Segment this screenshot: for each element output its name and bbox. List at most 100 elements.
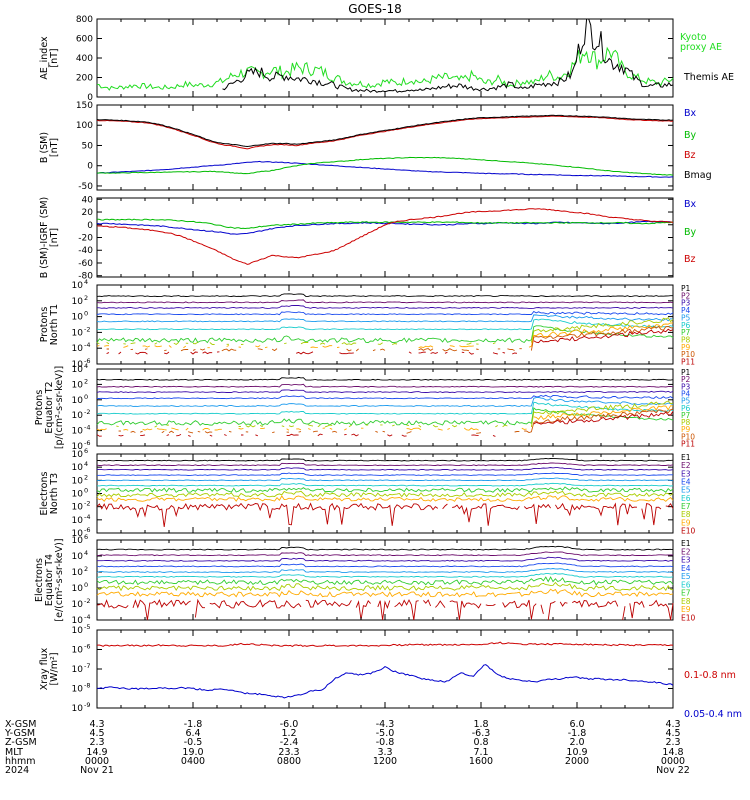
y-axis-label: Protons [39,307,50,343]
legend-entry: By [684,227,697,238]
channel-line [96,598,674,621]
y-tick-label: 10 [72,490,84,500]
channel-line [96,462,674,467]
y-tick-exponent: 0 [84,581,88,589]
channel-legend: P10 [681,432,695,441]
y-tick-label: 10 [72,297,84,307]
series-line [96,160,674,178]
channel-legend: P9 [681,425,691,434]
channel-line [96,588,674,598]
channel-legend: E4 [681,478,691,487]
ephemeris-value: 2000 [565,756,589,767]
y-tick-label: 50 [82,141,94,151]
y-tick-label: 10 [72,503,84,513]
legend-entry: Bx [684,199,697,210]
channel-line [96,568,674,573]
channel-legend: P1 [681,284,691,293]
channel-line [96,502,674,528]
y-tick-label: 10 [72,552,84,562]
channel-legend: E5 [681,572,691,581]
channel-line [96,401,674,415]
y-tick-label: 10 [72,442,84,452]
ephemeris-value: -6.3 [472,728,491,739]
channel-line [96,576,674,586]
channel-line [96,551,673,557]
ephemeris-value: 14.9 [86,747,107,758]
channel-legend: P2 [681,375,691,384]
series-line [96,664,674,699]
channel-legend: E2 [681,461,691,470]
ephemeris-value: 1200 [373,756,397,767]
panel-frame [96,629,674,709]
y-tick-label: 400 [76,54,93,64]
ephemeris-value: 0000 [661,756,685,767]
channel-legend: E2 [681,547,691,556]
y-tick-label: 10 [72,704,84,714]
ephemeris-value: 23.3 [278,747,299,758]
channel-legend: E3 [681,556,691,565]
y-axis-label: B (SM)-IGRF (SM) [39,197,50,279]
ephemeris-row-label: Z-GSM [5,737,37,748]
ephemeris-value: 4.3 [89,719,104,730]
channel-legend: P4 [681,306,691,315]
ephemeris-value: -1.8 [568,728,587,739]
y-axis-label: [p/(cm²-s-sr-keV)] [54,366,65,449]
y-axis-label: Protons [34,390,45,426]
channel-legend: E7 [681,502,691,511]
legend-kyoto: Kyoto [680,32,707,43]
channel-legend: P7 [681,411,691,420]
channel-line [96,472,673,476]
ephemeris-value: 2.0 [569,737,584,748]
plot-title: GOES-18 [348,2,402,16]
y-tick-exponent: -6 [84,439,90,447]
channel-line [96,477,674,482]
ephemeris-row-label: 2024 [5,765,29,776]
channel-legend: E5 [681,486,691,495]
channel-line [96,486,674,493]
channel-line [96,389,674,393]
channel-legend: P5 [681,313,691,322]
channel-line [96,310,674,316]
ephemeris-value: 0800 [277,756,301,767]
ephemeris-row-label: MLT [5,747,23,758]
ephemeris-value: 7.1 [473,747,488,758]
channel-line [96,299,674,304]
y-axis-label: AE_index [39,36,50,80]
y-tick-label: 10 [72,360,84,370]
ephemeris-value: -6.0 [280,719,299,730]
channel-line [96,383,674,388]
ephemeris-value: 10.9 [566,747,587,758]
channel-legend: E6 [681,580,691,589]
y-axis-label: [e/(cm²-s-sr-keV)] [54,538,65,621]
y-tick-label: 10 [72,463,84,473]
y-tick-exponent: -6 [84,643,90,651]
series-line [96,115,674,150]
y-tick-exponent: -4 [84,613,90,621]
ephemeris-row-label: X-GSM [5,719,36,730]
channel-line [96,495,674,502]
channel-line [96,376,674,381]
y-tick-exponent: 2 [84,565,88,573]
y-tick-exponent: 0 [84,393,88,401]
y-axis-label: North T3 [49,473,60,514]
y-tick-exponent: -8 [84,682,90,690]
y-tick-exponent: -2 [84,500,90,508]
ephemeris-value: 19.0 [182,747,203,758]
channel-line [96,314,674,323]
y-tick-label: 10 [72,313,84,323]
y-tick-label: 200 [76,74,93,84]
ephemeris-value: -4.3 [376,719,395,730]
channel-line [116,400,674,428]
channel-legend: P6 [681,321,691,330]
panel-3: B (SM)-IGRF (SM) [nT] -80 -60 -40 -20 0 20 40 Bx B… [39,195,697,281]
channel-line [96,322,674,349]
legend-themis: Themis AE [683,72,734,83]
y-tick-label: 10 [72,450,84,460]
ephemeris-value: 4.3 [665,719,680,730]
ephemeris-value: 0400 [181,756,205,767]
y-tick-label: 10 [72,365,84,375]
y-tick-exponent: 6 [84,447,88,455]
